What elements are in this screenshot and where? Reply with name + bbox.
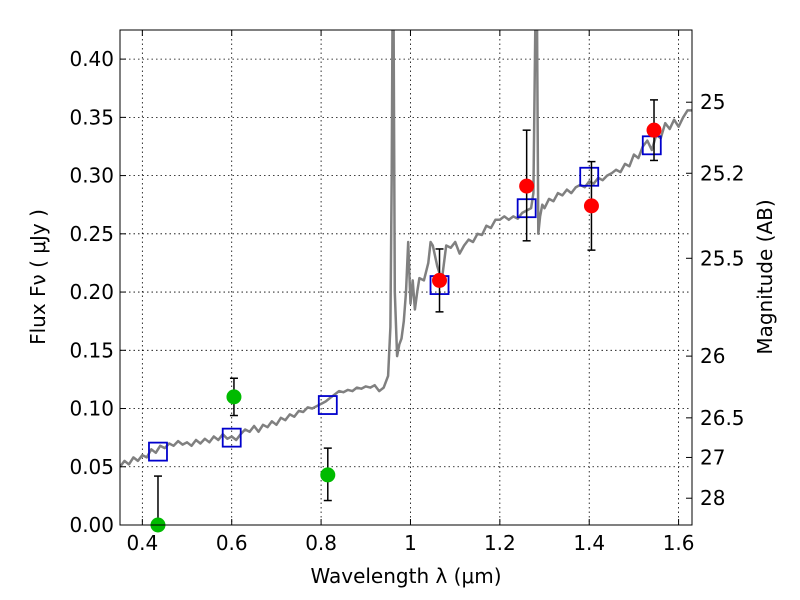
y-tick-label: 0.40 [69, 47, 114, 71]
x-tick-label: 0.6 [216, 531, 248, 555]
y-tick-label: 0.00 [69, 513, 114, 537]
right-tick-label: 25.2 [700, 161, 745, 185]
y-tick-label: 0.15 [69, 338, 114, 362]
red-point [519, 178, 535, 194]
y-axis-right-label: Magnitude (AB) [753, 199, 777, 354]
model-box-marker [221, 427, 242, 448]
x-tick-label: 1.4 [573, 531, 605, 555]
ticks-layer: 0.4 0.6 0.8 1 1.2 1.4 1.6 0.00 0.05 0.10 0.15 0.20 0… [69, 30, 745, 555]
y-tick-label: 0.35 [69, 105, 114, 129]
right-tick-label: 25 [700, 90, 725, 114]
x-tick-label: 1.6 [663, 531, 695, 555]
y-tick-label: 0.25 [69, 222, 114, 246]
red-point [432, 272, 448, 288]
x-tick-label: 1 [404, 531, 417, 555]
y-axis-label: Flux Fν ( μJy ) [26, 209, 50, 345]
model-box-marker [148, 441, 168, 462]
green-point [226, 389, 242, 405]
right-tick-label: 26 [700, 344, 725, 368]
y-tick-label: 0.30 [69, 164, 114, 188]
red-point [583, 198, 599, 214]
right-tick-label: 27 [700, 445, 725, 469]
markers-layer [148, 99, 662, 533]
y-tick-label: 0.10 [69, 397, 114, 421]
red-point [646, 122, 662, 138]
x-tick-label: 1.2 [484, 531, 516, 555]
y-tick-label: 0.20 [69, 280, 114, 304]
right-tick-label: 25.5 [700, 246, 745, 270]
right-tick-label: 26.5 [700, 406, 745, 430]
green-point [320, 467, 336, 483]
y-tick-label: 0.05 [69, 455, 114, 479]
model-box-marker [317, 395, 338, 415]
plot-frame [119, 29, 693, 526]
x-tick-label: 0.4 [126, 531, 158, 555]
x-tick-label: 0.8 [305, 531, 337, 555]
x-axis-label: Wavelength λ (μm) [310, 564, 501, 588]
right-tick-label: 28 [700, 486, 725, 510]
model-box-marker [579, 166, 600, 187]
